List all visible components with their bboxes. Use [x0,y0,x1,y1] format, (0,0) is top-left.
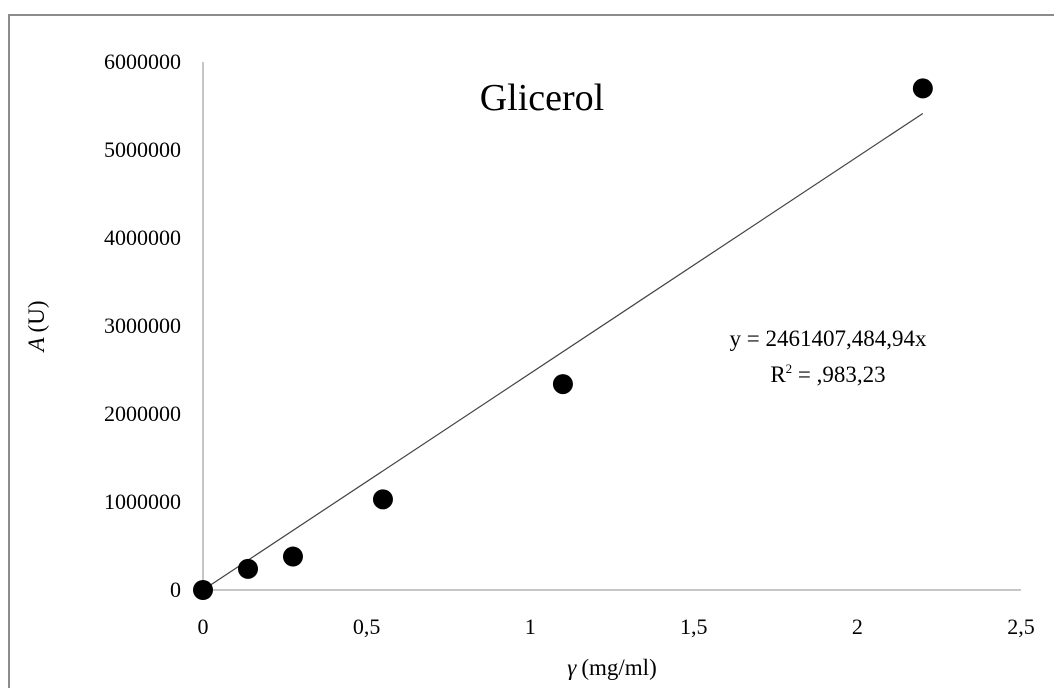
x-axis-symbol: γ [567,655,577,680]
x-tick-label: 1,5 [680,614,708,639]
x-tick-label: 2,5 [1007,614,1035,639]
data-points [193,78,933,600]
y-axis-symbol: A [24,337,49,354]
y-tick-label: 1000000 [104,489,181,514]
r-squared-value: = ,983,23 [792,362,885,387]
data-point [282,546,303,567]
data-point [237,558,258,579]
x-axis-unit: (mg/ml) [581,655,656,680]
x-tick-label: 1 [525,614,536,639]
y-tick-label: 6000000 [104,49,181,74]
y-axis-unit: (U) [24,301,49,333]
data-point [193,580,213,600]
x-tick-label: 0 [198,614,209,639]
trendline [202,112,924,591]
chart-title: Glicerol [480,77,605,119]
x-axis-title: γ (mg/ml) [567,655,656,680]
y-axis-title: A (U) [24,301,49,354]
trendline-equation: y = 2461407,484,94x [730,326,927,351]
x-tick-labels: 0 0,5 1 1,5 2 2,5 [198,614,1035,639]
x-tick-label: 0,5 [353,614,381,639]
r-squared-label: R2 = ,983,23 [770,361,885,387]
y-tick-labels: 0 1000000 2000000 3000000 4000000 5000000 6000… [104,49,181,602]
y-tick-label: 0 [170,577,181,602]
data-point [372,489,393,510]
chart-border [8,14,1054,688]
r-squared-prefix: R [770,362,786,387]
axes [202,62,1021,591]
y-tick-label: 5000000 [104,137,181,162]
data-point [552,374,573,395]
y-tick-label: 2000000 [104,401,181,426]
y-tick-label: 4000000 [104,225,181,250]
r-squared-superscript: 2 [786,361,793,376]
y-tick-label: 3000000 [104,313,181,338]
x-tick-label: 2 [852,614,863,639]
data-point [912,78,933,99]
